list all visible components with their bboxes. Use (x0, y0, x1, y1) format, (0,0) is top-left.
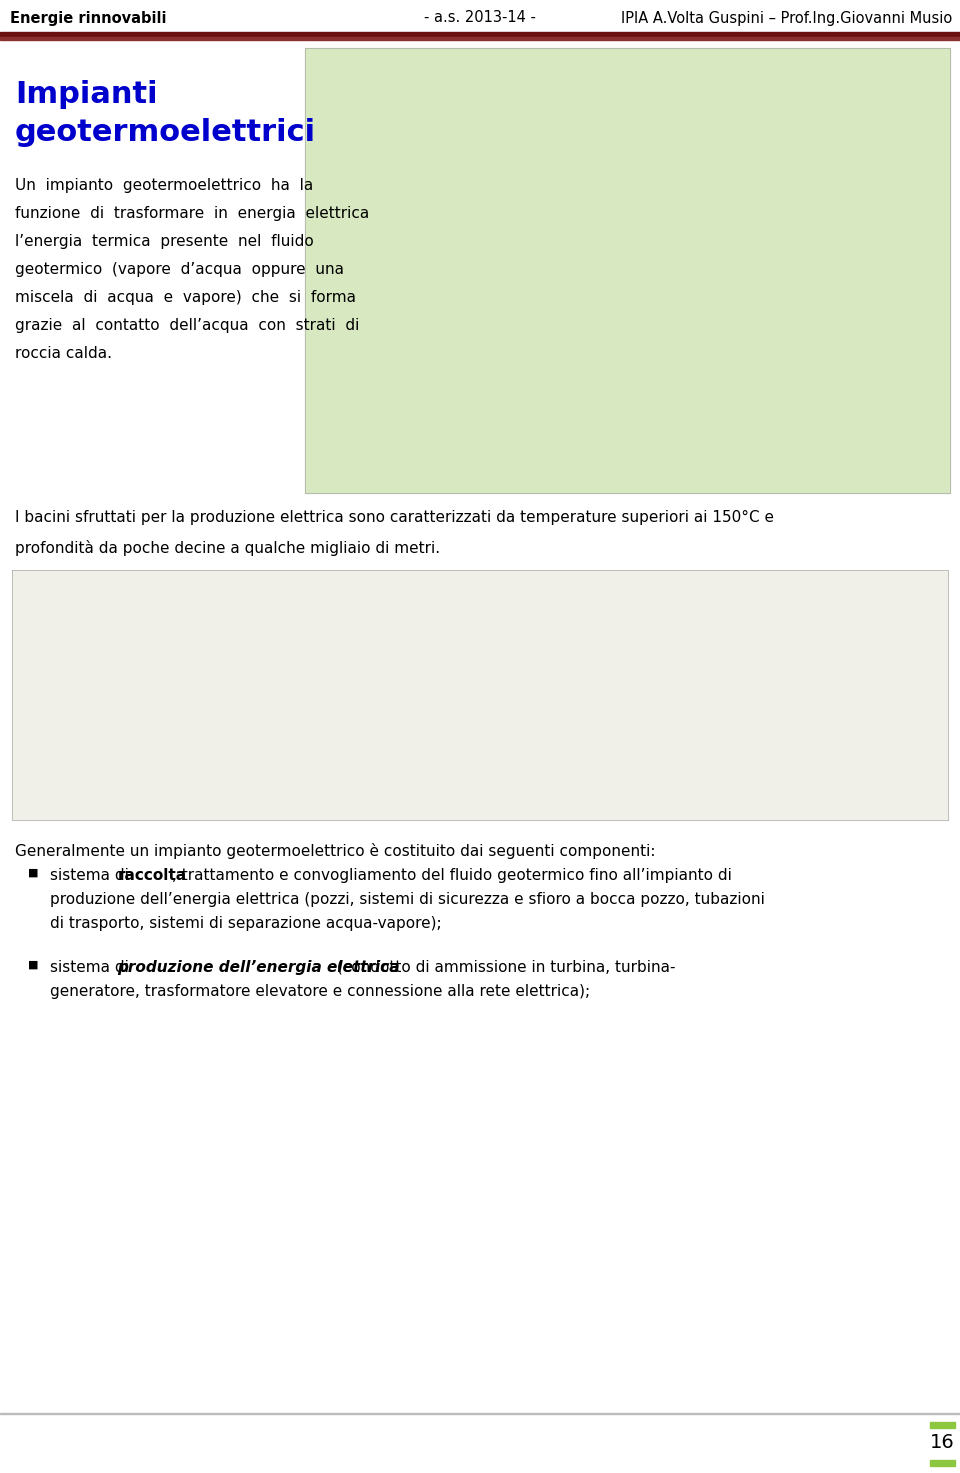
Text: IPIA A.Volta Guspini – Prof.Ing.Giovanni Musio: IPIA A.Volta Guspini – Prof.Ing.Giovanni… (621, 10, 952, 25)
Text: profondità da poche decine a qualche migliaio di metri.: profondità da poche decine a qualche mig… (15, 541, 440, 555)
Text: produzione dell’energia elettrica: produzione dell’energia elettrica (118, 960, 400, 975)
Text: Impianti: Impianti (15, 80, 157, 109)
Text: raccolta: raccolta (118, 868, 187, 882)
Text: Energie rinnovabili: Energie rinnovabili (10, 10, 166, 25)
Text: Generalmente un impianto geotermoelettrico è costituito dai seguenti componenti:: Generalmente un impianto geotermoelettri… (15, 843, 656, 859)
Text: ■: ■ (28, 960, 38, 971)
Text: sistema di: sistema di (50, 868, 133, 882)
Text: funzione  di  trasformare  in  energia  elettrica: funzione di trasformare in energia elett… (15, 206, 370, 221)
Bar (305, 49, 950, 493)
Text: roccia calda.: roccia calda. (15, 346, 112, 361)
Bar (930, 1421, 955, 1427)
Text: I bacini sfruttati per la produzione elettrica sono caratterizzati da temperatur: I bacini sfruttati per la produzione ele… (15, 510, 774, 524)
Text: l’energia  termica  presente  nel  fluido: l’energia termica presente nel fluido (15, 234, 314, 249)
Text: grazie  al  contatto  dell’acqua  con  strati  di: grazie al contatto dell’acqua con strati… (15, 318, 359, 333)
Text: miscela  di  acqua  e  vapore)  che  si  forma: miscela di acqua e vapore) che si forma (15, 290, 356, 305)
Bar (12, 570, 948, 820)
Text: (condotto di ammissione in turbina, turbina-: (condotto di ammissione in turbina, turb… (332, 960, 676, 975)
Text: geotermoelettrici: geotermoelettrici (15, 118, 316, 147)
Text: di trasporto, sistemi di separazione acqua-vapore);: di trasporto, sistemi di separazione acq… (50, 916, 442, 931)
Text: geotermico  (vapore  d’acqua  oppure  una: geotermico (vapore d’acqua oppure una (15, 262, 344, 277)
Text: ■: ■ (28, 868, 38, 878)
Text: sistema di: sistema di (50, 960, 133, 975)
Text: , trattamento e convogliamento del fluido geotermico fino all’impianto di: , trattamento e convogliamento del fluid… (172, 868, 732, 882)
Bar (930, 1460, 955, 1466)
Bar (0, 32, 960, 37)
Bar (0, 37, 960, 40)
Text: - a.s. 2013-14 -: - a.s. 2013-14 - (424, 10, 536, 25)
Text: generatore, trasformatore elevatore e connessione alla rete elettrica);: generatore, trasformatore elevatore e co… (50, 984, 590, 999)
Text: Un  impianto  geotermoelettrico  ha  la: Un impianto geotermoelettrico ha la (15, 178, 313, 193)
Text: produzione dell’energia elettrica (pozzi, sistemi di sicurezza e sfioro a bocca : produzione dell’energia elettrica (pozzi… (50, 893, 765, 907)
Text: 16: 16 (930, 1433, 955, 1452)
